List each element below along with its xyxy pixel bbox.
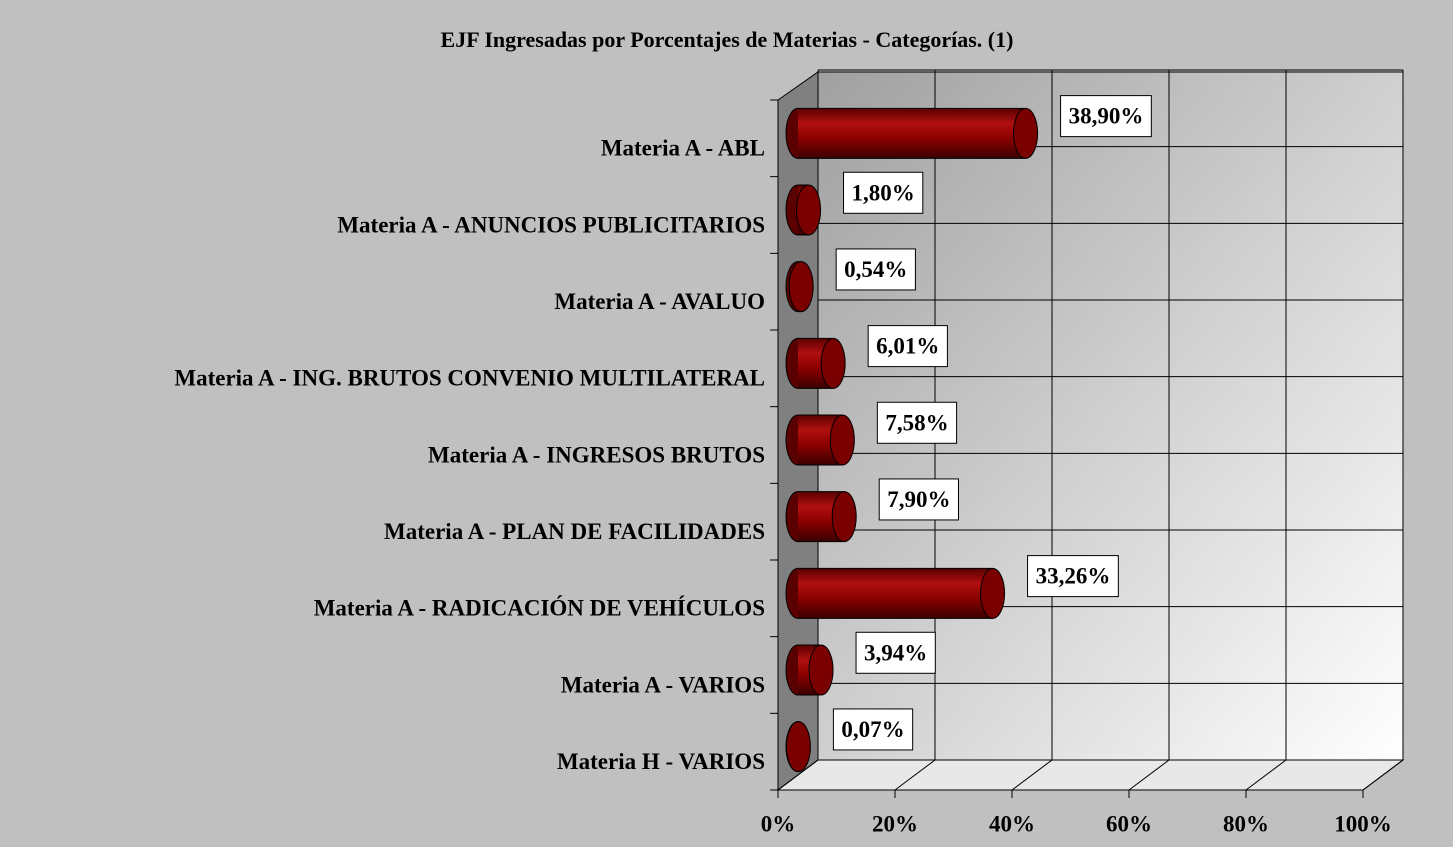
value-label-box: [876, 401, 958, 444]
category-label: Materia A - VARIOS: [561, 672, 765, 697]
category-label: Materia A - AVALUO: [554, 289, 765, 314]
value-label-box: [867, 325, 948, 368]
bar: [785, 261, 814, 313]
grid-line: [1128, 759, 1170, 791]
bar: [785, 107, 1039, 159]
value-label-box: [1060, 95, 1152, 138]
category-label: Materia A - PLAN DE FACILIDADES: [384, 519, 765, 544]
bar: [785, 414, 855, 466]
x-tick-label: 100%: [1334, 811, 1392, 836]
x-tick-label: 0%: [761, 811, 796, 836]
grid-line: [1245, 759, 1287, 791]
bar: [785, 184, 822, 236]
floor: [776, 759, 1405, 791]
value-label-box: [832, 708, 914, 751]
bar: [785, 567, 1006, 619]
value-label-box: [843, 171, 924, 214]
bar: [785, 644, 834, 696]
category-label: Materia A - ING. BRUTOS CONVENIO MULTILA…: [174, 366, 765, 391]
grid-line: [894, 759, 936, 791]
value-label: 7,58%: [885, 410, 948, 435]
value-label-box: [835, 248, 916, 291]
category-label: Materia A - RADICACIÓN DE VEHÍCULOS: [314, 595, 765, 621]
chart-title: EJF Ingresadas por Porcentajes de Materi…: [441, 27, 1014, 52]
value-label: 6,01%: [876, 334, 939, 359]
value-label-box: [1027, 555, 1119, 598]
value-label: 0,07%: [841, 717, 904, 742]
value-label: 3,94%: [864, 640, 927, 665]
bar: [785, 337, 846, 389]
category-label: Materia A - INGRESOS BRUTOS: [428, 442, 765, 467]
category-label: Materia H - VARIOS: [557, 749, 765, 774]
x-tick-label: 60%: [1106, 811, 1152, 836]
value-label: 7,90%: [887, 487, 950, 512]
grid-line: [1362, 759, 1404, 791]
grid-line: [1011, 759, 1053, 791]
value-label: 1,80%: [852, 180, 915, 205]
x-tick-label: 20%: [872, 811, 918, 836]
value-label: 0,54%: [844, 257, 907, 282]
value-label-box: [878, 478, 959, 521]
value-label: 33,26%: [1036, 564, 1111, 589]
bar: [785, 491, 857, 543]
value-label: 38,90%: [1069, 104, 1144, 129]
category-label: Materia A - ANUNCIOS PUBLICITARIOS: [337, 212, 765, 237]
value-label-box: [855, 631, 936, 674]
bar: [785, 721, 811, 773]
x-tick-label: 40%: [989, 811, 1035, 836]
category-label: Materia A - ABL: [601, 136, 765, 161]
x-tick-label: 80%: [1223, 811, 1269, 836]
grid-line: [777, 759, 819, 791]
